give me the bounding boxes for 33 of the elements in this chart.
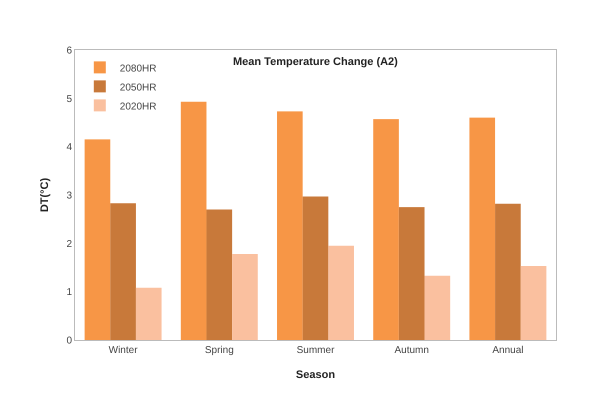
bar: [424, 276, 450, 340]
y-tick-label: 5: [66, 94, 72, 105]
bar: [302, 196, 328, 340]
bar: [136, 288, 162, 340]
bar: [84, 139, 110, 340]
bar: [110, 203, 136, 340]
y-tick-label: 3: [66, 190, 72, 202]
bar: [232, 254, 258, 340]
x-tick-label: Annual: [492, 345, 524, 356]
bar: [398, 207, 425, 340]
y-tick-label: 1: [66, 287, 72, 298]
y-tick-label: 2: [66, 238, 72, 250]
bar: [180, 102, 206, 340]
bar: [495, 204, 521, 340]
y-tick-label: 4: [66, 142, 72, 154]
x-tick-label: Summer: [296, 345, 336, 356]
bar: [469, 118, 496, 340]
bar: [206, 210, 232, 340]
x-tick-label: Winter: [108, 345, 138, 356]
x-tick-label: Spring: [204, 345, 234, 356]
y-tick-label: 6: [66, 46, 72, 56]
bar: [277, 111, 303, 340]
bar: [328, 246, 354, 340]
x-axis-title: Season: [296, 369, 336, 382]
y-tick-label: 0: [66, 336, 72, 346]
bar: [520, 266, 546, 340]
x-tick-label: Autumn: [394, 345, 429, 356]
bar: [373, 119, 399, 340]
legend-label: 2020HR: [120, 101, 157, 112]
legend-label: 2080HR: [120, 63, 157, 74]
y-axis-title: DT(°C): [39, 178, 52, 212]
text: Mean Temperature Change (A2): [233, 56, 398, 68]
legend-label: 2050HR: [120, 82, 157, 94]
